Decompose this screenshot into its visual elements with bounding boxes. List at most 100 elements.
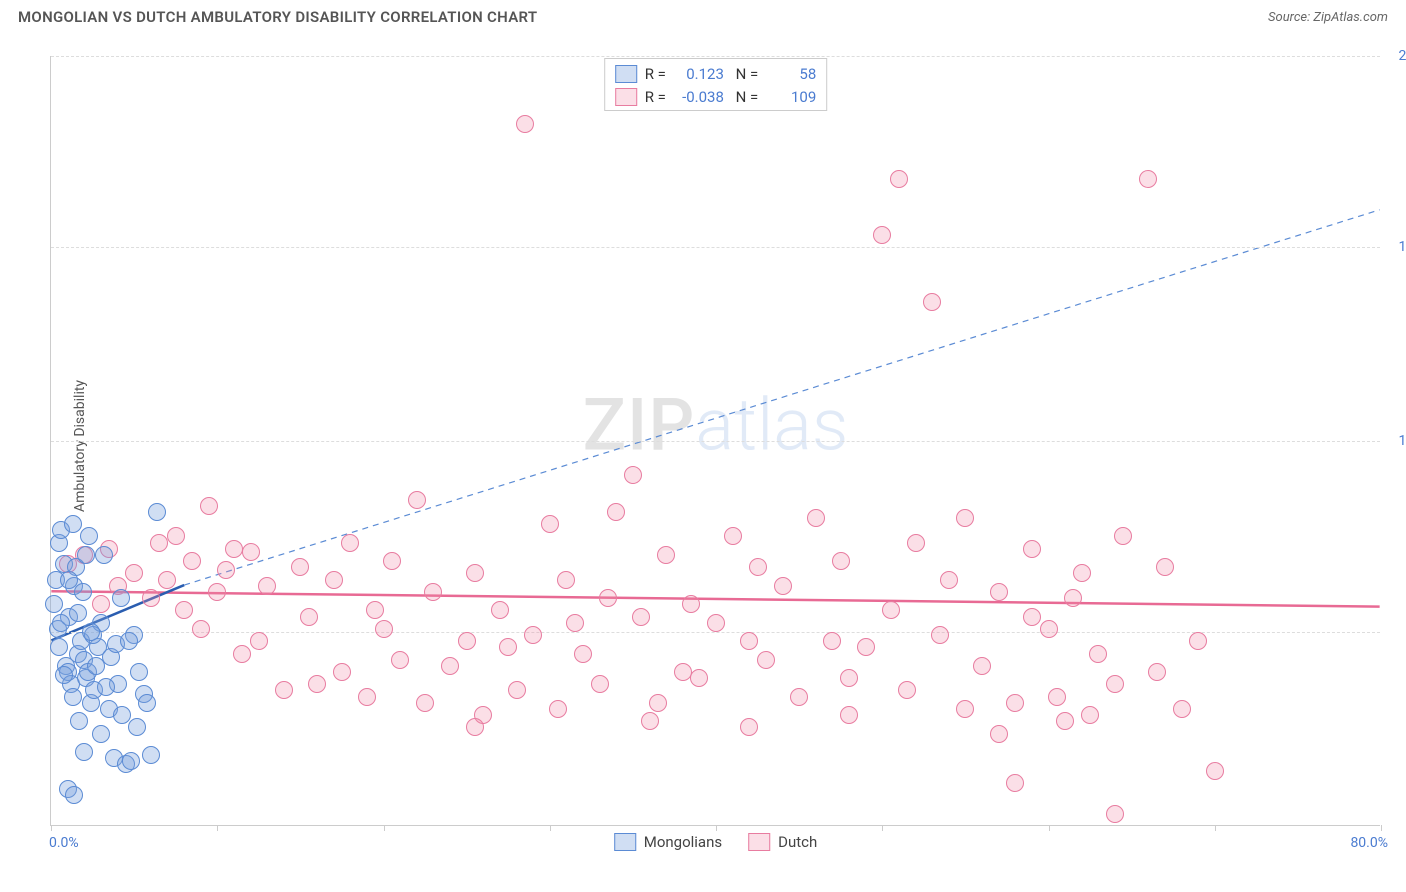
dutch-point <box>740 718 758 736</box>
dutch-point <box>757 651 775 669</box>
plot-area: ZIPatlas R = 0.123 N = 58 R = -0.038 N =… <box>50 56 1380 826</box>
dutch-point <box>192 620 210 638</box>
gridline <box>51 247 1380 248</box>
dutch-point <box>599 589 617 607</box>
dutch-point <box>250 632 268 650</box>
mongolians-point <box>55 666 73 684</box>
swatch-mongolians <box>615 65 637 83</box>
mongolians-point <box>80 527 98 545</box>
dutch-point <box>508 681 526 699</box>
trend-line <box>51 591 1379 606</box>
dutch-point <box>690 669 708 687</box>
dutch-point <box>990 725 1008 743</box>
mongolians-point <box>138 694 156 712</box>
dutch-point <box>491 601 509 619</box>
dutch-point <box>549 700 567 718</box>
dutch-point <box>1064 589 1082 607</box>
dutch-point <box>749 558 767 576</box>
dutch-point <box>682 595 700 613</box>
legend-label-dutch: Dutch <box>778 833 817 851</box>
dutch-point <box>1189 632 1207 650</box>
dutch-point <box>973 657 991 675</box>
dutch-point <box>591 675 609 693</box>
dutch-point <box>940 571 958 589</box>
dutch-point <box>125 564 143 582</box>
r-value-mongolians: 0.123 <box>674 63 724 86</box>
gridline <box>51 441 1380 442</box>
dutch-point <box>574 645 592 663</box>
dutch-point <box>1048 688 1066 706</box>
mongolians-point <box>64 688 82 706</box>
mongolians-point <box>113 706 131 724</box>
ytick-label: 25.0% <box>1386 48 1406 64</box>
xtick <box>384 825 385 831</box>
series-legend: Mongolians Dutch <box>614 833 818 851</box>
dutch-point <box>707 614 725 632</box>
dutch-point <box>1173 700 1191 718</box>
dutch-point <box>233 645 251 663</box>
dutch-point <box>208 583 226 601</box>
dutch-point <box>956 509 974 527</box>
dutch-point <box>882 601 900 619</box>
mongolians-point <box>50 638 68 656</box>
dutch-point <box>566 614 584 632</box>
n-value-dutch: 109 <box>766 86 816 109</box>
dutch-point <box>258 577 276 595</box>
mongolians-point <box>120 632 138 650</box>
dutch-point <box>225 540 243 558</box>
dutch-point <box>607 503 625 521</box>
xtick <box>1049 825 1050 831</box>
dutch-point <box>1106 805 1124 823</box>
dutch-point <box>92 595 110 613</box>
legend-label-mongolians: Mongolians <box>644 833 722 851</box>
swatch-dutch-icon <box>748 833 770 851</box>
dutch-point <box>632 608 650 626</box>
mongolians-point <box>77 546 95 564</box>
mongolians-point <box>142 746 160 764</box>
xtick <box>51 825 52 831</box>
n-label: N = <box>732 63 758 86</box>
mongolians-point <box>82 623 100 641</box>
dutch-point <box>499 638 517 656</box>
xtick <box>1381 825 1382 831</box>
dutch-point <box>840 669 858 687</box>
dutch-point <box>832 552 850 570</box>
legend-item-mongolians: Mongolians <box>614 833 722 851</box>
mongolians-point <box>75 743 93 761</box>
ytick-label: 18.8% <box>1386 239 1406 255</box>
dutch-point <box>524 626 542 644</box>
dutch-point <box>931 626 949 644</box>
gridline <box>51 632 1380 633</box>
dutch-point <box>300 608 318 626</box>
dutch-point <box>956 700 974 718</box>
dutch-point <box>657 546 675 564</box>
mongolians-point <box>65 786 83 804</box>
dutch-point <box>923 293 941 311</box>
dutch-point <box>275 681 293 699</box>
xtick <box>217 825 218 831</box>
dutch-point <box>341 534 359 552</box>
n-label: N = <box>732 86 758 109</box>
dutch-point <box>416 694 434 712</box>
dutch-point <box>1139 170 1157 188</box>
dutch-point <box>807 509 825 527</box>
r-value-dutch: -0.038 <box>674 86 724 109</box>
dutch-point <box>624 466 642 484</box>
legend-item-dutch: Dutch <box>748 833 817 851</box>
xtick <box>716 825 717 831</box>
dutch-point <box>1040 620 1058 638</box>
dutch-point <box>774 577 792 595</box>
x-max-label: 80.0% <box>1350 835 1388 851</box>
dutch-point <box>200 497 218 515</box>
mongolians-point <box>87 657 105 675</box>
mongolians-point <box>92 725 110 743</box>
mongolians-point <box>52 614 70 632</box>
dutch-point <box>790 688 808 706</box>
dutch-point <box>541 515 559 533</box>
dutch-point <box>424 583 442 601</box>
dutch-point <box>383 552 401 570</box>
dutch-point <box>649 694 667 712</box>
source-label: Source: ZipAtlas.com <box>1268 10 1388 25</box>
x-min-label: 0.0% <box>49 835 79 851</box>
dutch-point <box>466 564 484 582</box>
